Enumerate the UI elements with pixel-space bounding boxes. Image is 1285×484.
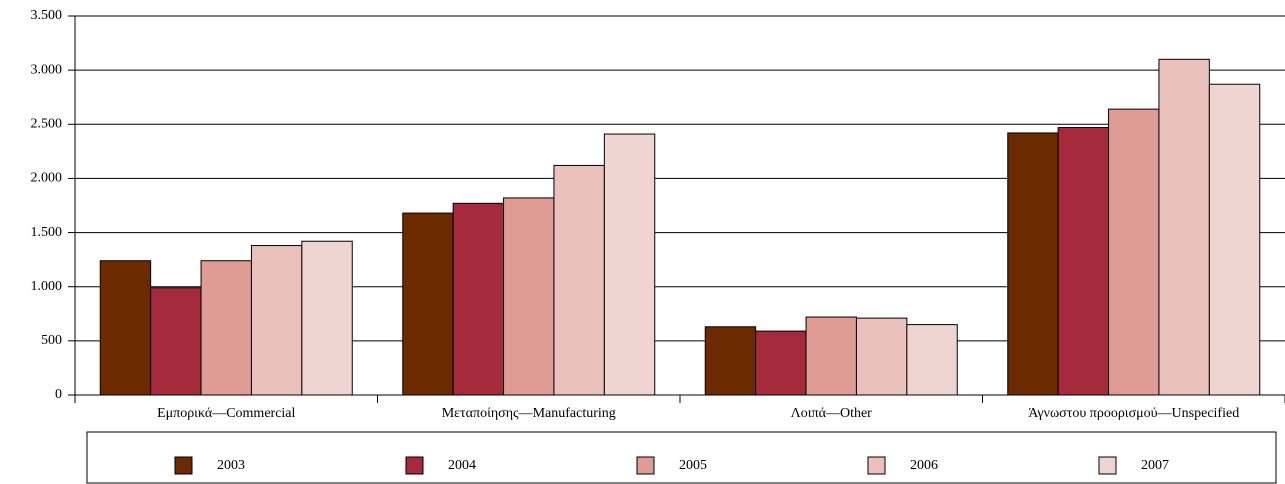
- bar: [150, 287, 202, 396]
- y-tick-label: 500: [41, 333, 62, 348]
- bar: [805, 316, 857, 396]
- legend-swatch: [405, 456, 424, 475]
- bar: [855, 317, 908, 396]
- legend-label: 2007: [1141, 458, 1169, 473]
- y-tick-label: 1.500: [31, 225, 63, 240]
- bar: [603, 133, 656, 396]
- bar: [755, 330, 807, 396]
- y-tick-label: 1.000: [31, 279, 63, 294]
- bar: [1158, 58, 1210, 396]
- y-tick-label: 3.500: [31, 8, 63, 23]
- legend-box: [86, 431, 1277, 484]
- y-tick-label: 2.000: [31, 171, 63, 186]
- legend-label: 2005: [679, 458, 707, 473]
- bar: [906, 324, 958, 396]
- bar: [402, 212, 454, 396]
- x-tick-label: Μεταποίησης—Manufacturing: [442, 406, 616, 421]
- y-tick-label: 0: [55, 387, 62, 402]
- legend-swatch: [174, 456, 193, 475]
- legend-label: 2003: [217, 458, 245, 473]
- bar: [1057, 127, 1110, 396]
- bar: [1007, 132, 1059, 396]
- bar: [301, 240, 353, 396]
- bar: [200, 260, 252, 396]
- legend-swatch: [636, 456, 655, 475]
- x-tick-label: Άγνωστου προορισμού—Unspecified: [1028, 406, 1239, 421]
- y-tick-label: 3.000: [31, 62, 63, 77]
- bar: [553, 164, 605, 396]
- bar: [503, 197, 555, 396]
- bar: [1108, 108, 1160, 396]
- legend-swatch: [867, 456, 886, 475]
- x-tick-label: Εμπορικά—Commercial: [157, 406, 295, 421]
- x-tick-label: Λοιπά—Other: [791, 406, 873, 421]
- legend-swatch: [1098, 456, 1117, 475]
- legend-label: 2006: [910, 458, 938, 473]
- bar: [99, 260, 152, 396]
- bar: [704, 326, 757, 396]
- bar: [250, 245, 303, 396]
- legend-label: 2004: [448, 458, 476, 473]
- y-tick-label: 2.500: [31, 117, 63, 132]
- bar: [1208, 83, 1261, 396]
- bar: [452, 202, 505, 396]
